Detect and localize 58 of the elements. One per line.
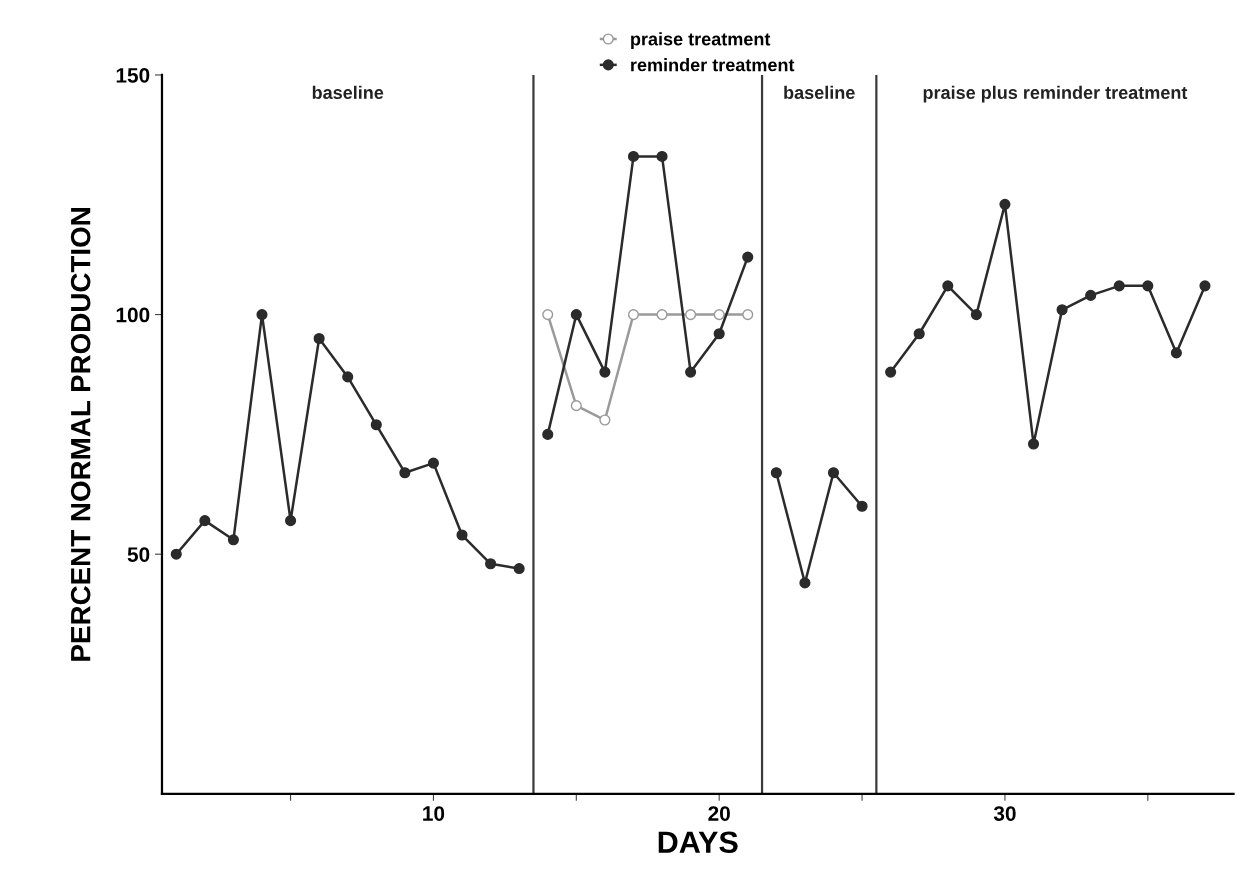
point: [685, 366, 697, 378]
point: [713, 328, 725, 340]
point: [199, 515, 211, 527]
point: [342, 371, 354, 383]
annotation: baseline: [784, 85, 855, 100]
annotation: praise plus reminder treatment: [923, 85, 1188, 103]
y-tick-label: 100: [116, 307, 150, 323]
point: [913, 328, 925, 340]
point: [942, 280, 954, 292]
point: [170, 548, 182, 560]
point: [827, 467, 840, 479]
point: [656, 309, 668, 321]
point: [970, 309, 982, 321]
point: [1085, 289, 1097, 301]
point: [427, 457, 439, 469]
point: [627, 150, 640, 162]
point: [570, 309, 582, 321]
point: [370, 419, 382, 431]
point: [285, 515, 297, 527]
point: [256, 309, 268, 321]
point: [485, 558, 497, 570]
point: [742, 251, 754, 263]
annotation: baseline: [312, 85, 384, 100]
point: [742, 309, 754, 321]
point: [1056, 304, 1068, 316]
y-tick-label: 50: [127, 547, 150, 562]
point: [1170, 347, 1182, 359]
point: [599, 366, 611, 378]
legend-label: praise treatment: [631, 32, 771, 50]
point: [399, 467, 411, 479]
point: [1027, 438, 1040, 450]
point: [856, 500, 868, 512]
point: [599, 414, 611, 426]
x-axis-title: DAYS: [658, 831, 738, 854]
point: [513, 563, 525, 575]
point: [770, 467, 782, 479]
legend-label: reminder treatment: [631, 58, 795, 72]
x-tick-label: 30: [993, 806, 1016, 821]
point: [627, 309, 640, 321]
x-tick-label: 20: [708, 806, 730, 821]
point: [1142, 280, 1154, 292]
point: [713, 309, 725, 321]
point: [313, 332, 325, 345]
y-tick-label: 150: [116, 67, 150, 83]
point: [999, 198, 1011, 210]
point: [885, 366, 897, 378]
point: [456, 529, 468, 541]
point: [227, 534, 239, 546]
point: [685, 309, 697, 321]
point: [656, 150, 668, 162]
point: [542, 428, 554, 440]
point: [542, 309, 554, 321]
x-tick-label: 10: [423, 806, 445, 821]
point: [799, 577, 811, 589]
point: [1199, 280, 1211, 292]
point: [1113, 280, 1125, 292]
y-axis-title: PERCENT NORMAL PRODUCTION: [70, 208, 91, 661]
point: [570, 400, 582, 412]
